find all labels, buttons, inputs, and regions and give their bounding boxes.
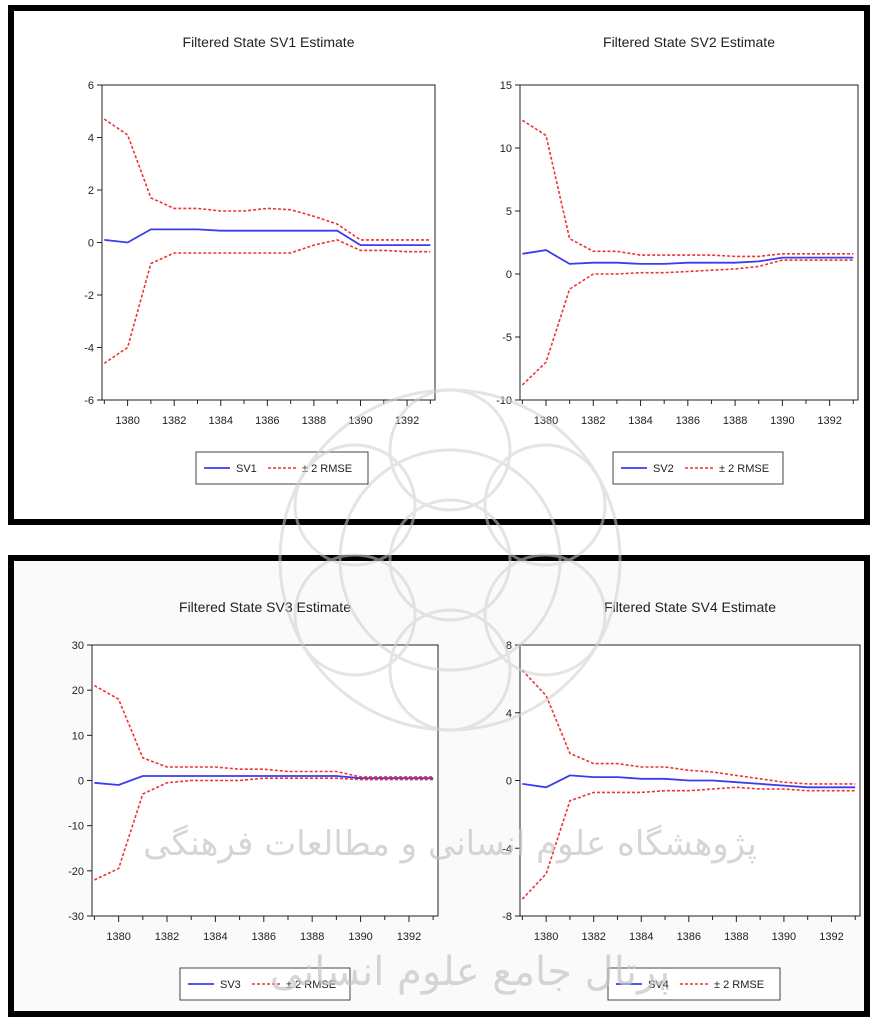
upper-rmse-line — [521, 669, 856, 785]
y-tick-label: 0 — [506, 776, 512, 788]
x-tick-label: 1390 — [770, 415, 794, 427]
x-tick-label: 1386 — [677, 931, 701, 943]
y-tick-label: 5 — [506, 206, 512, 218]
y-tick-label: 6 — [88, 80, 94, 92]
state-line — [522, 774, 856, 789]
x-tick-label: 1388 — [302, 415, 326, 427]
legend-rmse-label: ± 2 RMSE — [286, 979, 336, 991]
lower-rmse-line — [94, 777, 434, 881]
chart-4: Filtered State SV4 Estimate 8 4 0 -4 -8 1380 13… — [502, 599, 861, 1001]
x-tick-label: 1390 — [772, 931, 796, 943]
x-tick-label: 1384 — [209, 415, 233, 427]
legend-state-label: SV4 — [648, 979, 669, 991]
x-tick-label: 1392 — [817, 415, 841, 427]
x-tick-label: 1392 — [819, 931, 843, 943]
x-tick-label: 1380 — [534, 931, 558, 943]
legend-state-label: SV3 — [220, 979, 241, 991]
legend: SV1 ± 2 RMSE — [195, 451, 369, 485]
x-tick-label: 1384 — [203, 931, 227, 943]
y-tick-label: 0 — [88, 238, 94, 250]
lower-rmse-line — [521, 259, 854, 386]
x-tick-label: 1380 — [106, 931, 130, 943]
chart-1: Filtered State SV1 Estimate 6 4 2 0 -2 -4 -6 138… — [84, 34, 436, 485]
chart-3: Filtered State SV3 Estimate 30 20 10 0 -10 -20… — [68, 599, 439, 1001]
y-tick-label: -10 — [68, 821, 84, 833]
y-tick-label: 10 — [72, 730, 84, 742]
x-tick-label: 1382 — [581, 931, 605, 943]
state-line — [522, 249, 854, 265]
y-tick-label: -2 — [84, 290, 94, 302]
y-tick-label: 0 — [506, 269, 512, 281]
x-tick-label: 1390 — [348, 931, 372, 943]
y-tick-label: 4 — [506, 708, 512, 720]
chart-2: Filtered State SV2 Estimate 15 10 5 0 -5 -10 13… — [496, 34, 859, 485]
x-tick-label: 1382 — [162, 415, 186, 427]
x-tick-label: 1382 — [581, 415, 605, 427]
y-tick-label: 4 — [88, 133, 94, 145]
legend-rmse-label: ± 2 RMSE — [719, 463, 769, 475]
lower-rmse-line — [521, 786, 856, 900]
y-tick-label: 30 — [72, 640, 84, 652]
plot-area — [519, 84, 859, 401]
x-tick-label: 1384 — [628, 415, 652, 427]
y-tick-label: -4 — [84, 343, 94, 355]
upper-rmse-line — [103, 118, 431, 241]
chart-title: Filtered State SV2 Estimate — [603, 34, 775, 50]
legend: SV4 ± 2 RMSE — [607, 967, 781, 1001]
y-tick-label: -4 — [502, 843, 512, 855]
y-tick-label: 2 — [88, 185, 94, 197]
x-tick-label: 1392 — [397, 931, 421, 943]
y-tick-label: -5 — [502, 332, 512, 344]
x-tick-label: 1390 — [348, 415, 372, 427]
legend-state-label: SV2 — [653, 463, 674, 475]
legend-state-label: SV1 — [236, 463, 257, 475]
legend-rmse-label: ± 2 RMSE — [714, 979, 764, 991]
plot-area — [91, 644, 439, 917]
y-tick-label: -10 — [496, 395, 512, 407]
y-tick-label: 10 — [500, 143, 512, 155]
legend: SV3 ± 2 RMSE — [179, 967, 351, 1001]
y-tick-label: -8 — [502, 911, 512, 923]
y-tick-label: -20 — [68, 866, 84, 878]
chart-title: Filtered State SV4 Estimate — [604, 599, 776, 615]
state-line — [94, 775, 434, 786]
x-tick-label: 1386 — [676, 415, 700, 427]
state-line — [104, 228, 431, 247]
x-tick-label: 1392 — [395, 415, 419, 427]
x-tick-label: 1382 — [155, 931, 179, 943]
y-tick-label: -30 — [68, 911, 84, 923]
chart-title: Filtered State SV3 Estimate — [179, 599, 351, 615]
x-tick-label: 1388 — [723, 415, 747, 427]
x-tick-label: 1386 — [255, 415, 279, 427]
legend: SV2 ± 2 RMSE — [612, 451, 784, 485]
y-tick-label: -6 — [84, 395, 94, 407]
lower-rmse-line — [103, 239, 431, 364]
y-tick-label: 8 — [506, 640, 512, 652]
legend-rmse-label: ± 2 RMSE — [302, 463, 352, 475]
upper-rmse-line — [94, 684, 434, 778]
y-tick-label: 0 — [78, 776, 84, 788]
upper-rmse-line — [521, 119, 854, 258]
plot-area — [101, 84, 436, 401]
y-tick-label: 15 — [500, 80, 512, 92]
x-tick-label: 1388 — [724, 931, 748, 943]
chart-title: Filtered State SV1 Estimate — [183, 34, 355, 50]
y-tick-label: 20 — [72, 685, 84, 697]
x-tick-label: 1386 — [252, 931, 276, 943]
x-tick-label: 1380 — [115, 415, 139, 427]
x-tick-label: 1388 — [300, 931, 324, 943]
x-tick-label: 1384 — [629, 931, 653, 943]
x-tick-label: 1380 — [534, 415, 558, 427]
